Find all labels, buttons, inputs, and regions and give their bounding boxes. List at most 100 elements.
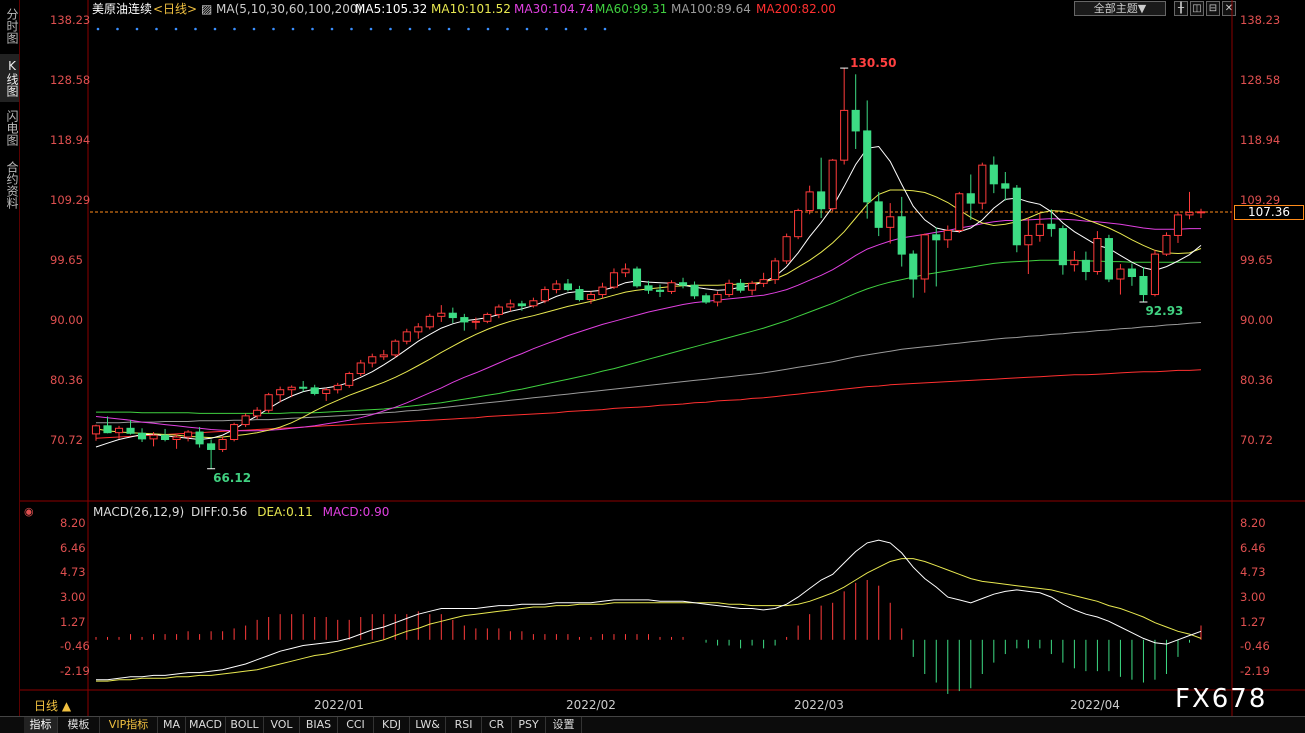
price-tick-left: 70.72 [50, 433, 83, 447]
toolbar-vip-indicators[interactable]: VIP指标 [100, 717, 158, 733]
macd-legend: MACD(26,12,9) DIFF:0.56 DEA:0.11 MACD:0.… [93, 505, 389, 519]
toolbar-vol[interactable]: VOL [264, 717, 300, 733]
candle-body [540, 289, 549, 302]
candle-body [333, 384, 342, 391]
candle-body [195, 431, 204, 445]
event-dot-9 [272, 27, 275, 31]
date-label-feb: 2022/02 [566, 698, 616, 712]
price-tick-right: 99.65 [1240, 253, 1273, 268]
toolbar-kdj[interactable]: KDJ [374, 717, 410, 733]
low-annotation-left: 66.12 [213, 470, 252, 485]
price-tick-right: 80.36 [1240, 373, 1273, 388]
candle-body [667, 282, 676, 292]
macd-tick-right: 3.00 [1240, 590, 1266, 605]
candle-body [103, 425, 112, 434]
toolbar-settings[interactable]: 设置 [546, 717, 582, 733]
toolbar-psy[interactable]: PSY [512, 717, 546, 733]
candle-body [655, 289, 665, 292]
candle-body [920, 234, 929, 280]
toolbar-templates[interactable]: 模板 [58, 717, 100, 733]
candle-body [1196, 211, 1206, 214]
candle-body [621, 268, 630, 274]
price-tick-left: 138.23 [50, 13, 91, 27]
event-dot-8 [252, 27, 256, 31]
date-label-jan: 2022/01 [314, 698, 364, 712]
candle-body [1058, 228, 1067, 266]
candle-body [310, 387, 319, 394]
candle-body [172, 436, 181, 441]
event-dot-20 [486, 27, 490, 31]
macd-tick-left: 4.73 [60, 565, 86, 580]
candle-body [609, 272, 619, 288]
macd-tick-left: 8.20 [60, 516, 86, 530]
left-tab-strip: 分时图 K线图 闪电图 合约资料 [0, 0, 20, 716]
price-tick-left: 80.36 [50, 373, 83, 388]
candle-body [241, 415, 250, 426]
event-dot-17 [428, 27, 431, 31]
macd-tick-left: -0.46 [60, 639, 90, 654]
candle-body [1173, 214, 1183, 236]
candle-body [552, 283, 561, 291]
candle-body [287, 386, 296, 391]
minimize-icon[interactable]: ⊟ [1206, 1, 1220, 16]
toolbar-ma[interactable]: MA [158, 717, 186, 733]
macd-macd-value: MACD:0.90 [322, 505, 390, 519]
ma5-value: MA5:105.32 [355, 2, 428, 16]
candle-body [840, 109, 849, 161]
candle-body [91, 425, 101, 435]
candle-body [230, 424, 239, 441]
tab-lightning[interactable]: 闪电图 [5, 110, 19, 146]
toolbar-macd[interactable]: MACD [186, 717, 226, 733]
date-label-mar: 2022/03 [794, 698, 844, 712]
tab-timeshare[interactable]: 分时图 [5, 8, 19, 44]
split-window-icon[interactable]: ◫ [1190, 1, 1204, 16]
macd-dea-line [96, 558, 1202, 682]
toolbar-cci[interactable]: CCI [338, 717, 374, 733]
event-dot-2 [135, 27, 139, 31]
macd-tick-left: 1.27 [60, 614, 86, 629]
candle-body [1104, 238, 1113, 280]
candle-body [184, 431, 193, 438]
toolbar-cr[interactable]: CR [482, 717, 512, 733]
toolbar-lw[interactable]: LW& [410, 717, 446, 733]
ma100-line [96, 322, 1202, 424]
event-dot-11 [311, 27, 314, 31]
crosshair-icon[interactable]: ╂ [1174, 1, 1188, 16]
candle-body [632, 268, 642, 287]
ma60-value: MA60:99.31 [595, 2, 668, 16]
candle-body [149, 434, 158, 440]
candle-body [1070, 259, 1079, 266]
ma30-line [95, 218, 1201, 432]
candle-body [114, 427, 124, 434]
candle-body [989, 164, 998, 185]
toolbar-rsi[interactable]: RSI [446, 717, 482, 733]
candle-body [460, 317, 469, 323]
period-label: <日线> [153, 2, 198, 16]
price-tick-right: 70.72 [1240, 433, 1273, 447]
toolbar-indicators[interactable]: 指标 [24, 717, 58, 733]
macd-settings-icon[interactable]: ◉ [24, 505, 34, 518]
tab-kline[interactable]: K线图 [0, 54, 19, 102]
event-dot-10 [291, 27, 295, 31]
candle-body [713, 294, 722, 303]
price-tick-right: 109.29 [1240, 193, 1281, 208]
theme-dropdown-button[interactable]: 全部主题▼ [1074, 1, 1166, 16]
ma-settings-icon[interactable]: ▨ [201, 2, 213, 16]
candle-body [137, 432, 147, 440]
event-dot-14 [369, 27, 373, 31]
macd-tick-right: 4.73 [1240, 565, 1266, 580]
candle-body [794, 210, 803, 238]
candle-body [1127, 268, 1137, 278]
candle-body [736, 282, 745, 291]
candle-body [1047, 223, 1056, 230]
event-dot-25 [584, 27, 587, 31]
kline-chart[interactable]: ▲ [0, 0, 1305, 716]
candle-body [368, 356, 377, 364]
ma30-value: MA30:104.74 [514, 2, 594, 16]
toolbar-bias[interactable]: BIAS [300, 717, 338, 733]
toolbar-boll[interactable]: BOLL [226, 717, 264, 733]
tab-contract-info[interactable]: 合约资料 [5, 161, 19, 209]
candle-body [1185, 211, 1194, 216]
event-dot-3 [155, 27, 158, 31]
period-selector-button[interactable]: 日线 ▲ [34, 699, 72, 713]
